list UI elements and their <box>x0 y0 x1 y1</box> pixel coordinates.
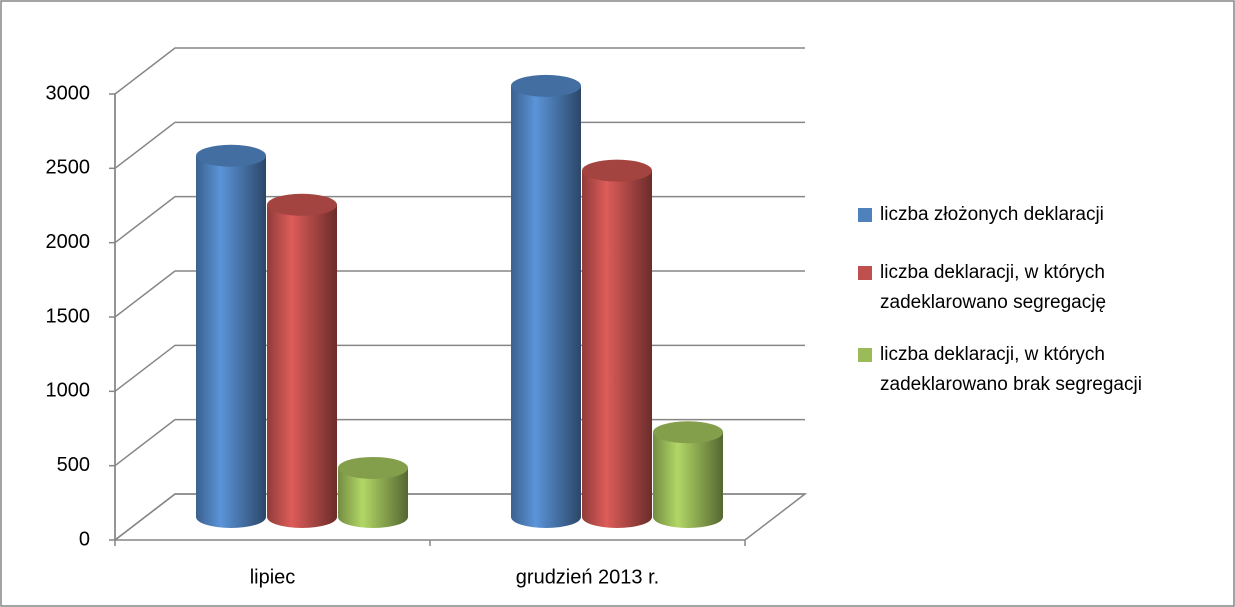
x-tick-label: lipiec <box>250 566 296 588</box>
x-tick-label: grudzień 2013 r. <box>516 566 659 588</box>
legend-label: liczba deklaracji, w których zadeklarowa… <box>880 344 1142 395</box>
y-tick-label: 1000 <box>46 380 91 402</box>
y-tick-label: 500 <box>57 454 90 476</box>
bar <box>511 85 581 528</box>
legend-item: liczba deklaracji, w których zadeklarowa… <box>858 258 1208 318</box>
legend-swatch <box>858 208 872 222</box>
bar-top <box>582 159 652 182</box>
legend-swatch <box>858 348 872 362</box>
y-tick-label: 1500 <box>46 305 91 327</box>
bar-top <box>511 74 581 97</box>
bar-top <box>653 421 723 444</box>
legend-item: liczba złożonych deklaracji <box>858 200 1208 230</box>
bar <box>267 204 337 529</box>
bar <box>653 432 723 528</box>
legend: liczba złożonych deklaracji liczba deklar… <box>858 200 1208 422</box>
bar <box>582 170 652 528</box>
bar-top <box>196 144 266 167</box>
legend-item: liczba deklaracji, w których zadeklarowa… <box>858 340 1208 400</box>
y-tick-label: 2500 <box>46 157 91 179</box>
bar <box>338 467 408 528</box>
legend-label: liczba złożonych deklaracji <box>880 204 1104 225</box>
bar <box>196 155 266 529</box>
y-tick-label: 0 <box>79 528 90 550</box>
bar-top <box>338 456 408 479</box>
legend-swatch <box>858 266 872 280</box>
bar-top <box>267 193 337 216</box>
grid-line <box>114 47 805 95</box>
y-tick-label: 2000 <box>46 231 91 253</box>
y-tick-label: 3000 <box>46 82 91 104</box>
legend-label: liczba deklaracji, w których zadeklarowa… <box>880 262 1107 313</box>
grid-line <box>114 121 805 169</box>
